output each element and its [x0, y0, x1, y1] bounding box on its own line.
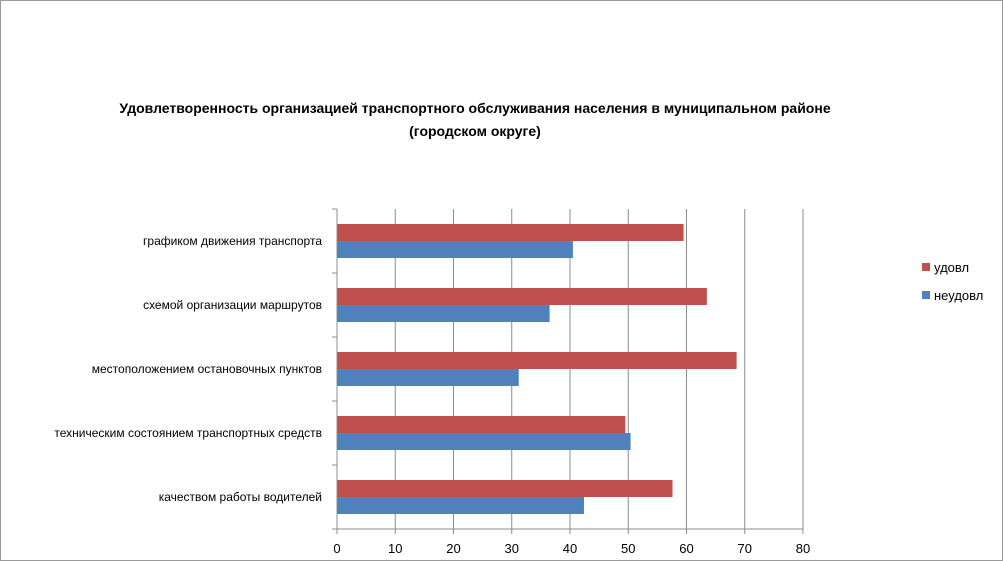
category-label: местоположением остановочных пунктов — [92, 362, 322, 376]
bar-dissatisfied — [337, 433, 631, 450]
x-tick-label: 40 — [563, 541, 577, 556]
legend-swatch-satisfied — [922, 263, 930, 271]
chart-subtitle: (городском округе) — [409, 123, 541, 139]
bar-satisfied — [337, 288, 707, 305]
x-tick-label: 0 — [333, 541, 340, 556]
x-tick-label: 60 — [679, 541, 693, 556]
category-label: качеством работы водителей — [159, 490, 322, 504]
legend-swatch-dissatisfied — [922, 291, 930, 299]
x-tick-label: 10 — [388, 541, 402, 556]
category-label: техническим состоянием транспортных сред… — [54, 426, 322, 440]
bar-satisfied — [337, 416, 626, 433]
x-tick-label: 50 — [621, 541, 635, 556]
category-label: схемой организации маршрутов — [143, 298, 322, 312]
bar-dissatisfied — [337, 305, 550, 322]
chart-legend: удовл неудовл — [922, 258, 983, 314]
bar-satisfied — [337, 224, 684, 241]
bar-dissatisfied — [337, 497, 584, 514]
legend-label-satisfied: удовл — [934, 259, 970, 275]
bar-dissatisfied — [337, 369, 519, 386]
legend-item-satisfied: удовл — [922, 258, 983, 276]
x-tick-label: 80 — [796, 541, 810, 556]
legend-label-dissatisfied: неудовл — [934, 287, 984, 303]
x-tick-label: 70 — [738, 541, 752, 556]
bar-dissatisfied — [337, 241, 573, 258]
bar-satisfied — [337, 352, 737, 369]
chart-title: Удовлетворенность организацией транспорт… — [119, 100, 831, 116]
legend-item-dissatisfied: неудовл — [922, 286, 983, 304]
x-tick-label: 30 — [505, 541, 519, 556]
bar-satisfied — [337, 480, 673, 497]
category-label: графиком движения транспорта — [143, 234, 322, 248]
x-tick-label: 20 — [446, 541, 460, 556]
